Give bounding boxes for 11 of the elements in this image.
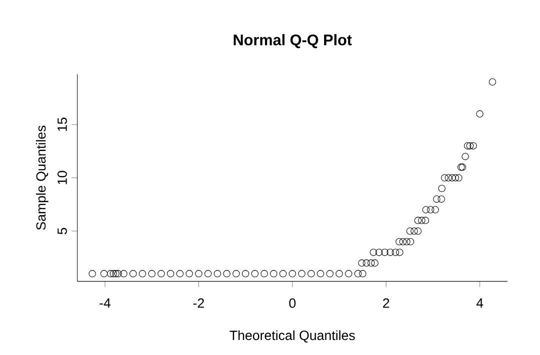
x-tick-label: 2 [383,298,390,308]
y-axis-title: Sample Quantiles [36,126,48,230]
y-tick-label: 5 [58,228,67,234]
x-axis-title: Theoretical Quantiles [230,330,355,343]
x-tick-label: 4 [476,298,484,308]
x-tick-label: -4 [100,298,111,308]
y-tick-label: 15 [58,118,67,132]
y-tick-label: 10 [58,171,67,184]
x-tick-label: 0 [289,298,296,308]
chart-title: Normal Q-Q Plot [234,34,352,48]
x-tick-label: -2 [193,298,204,308]
